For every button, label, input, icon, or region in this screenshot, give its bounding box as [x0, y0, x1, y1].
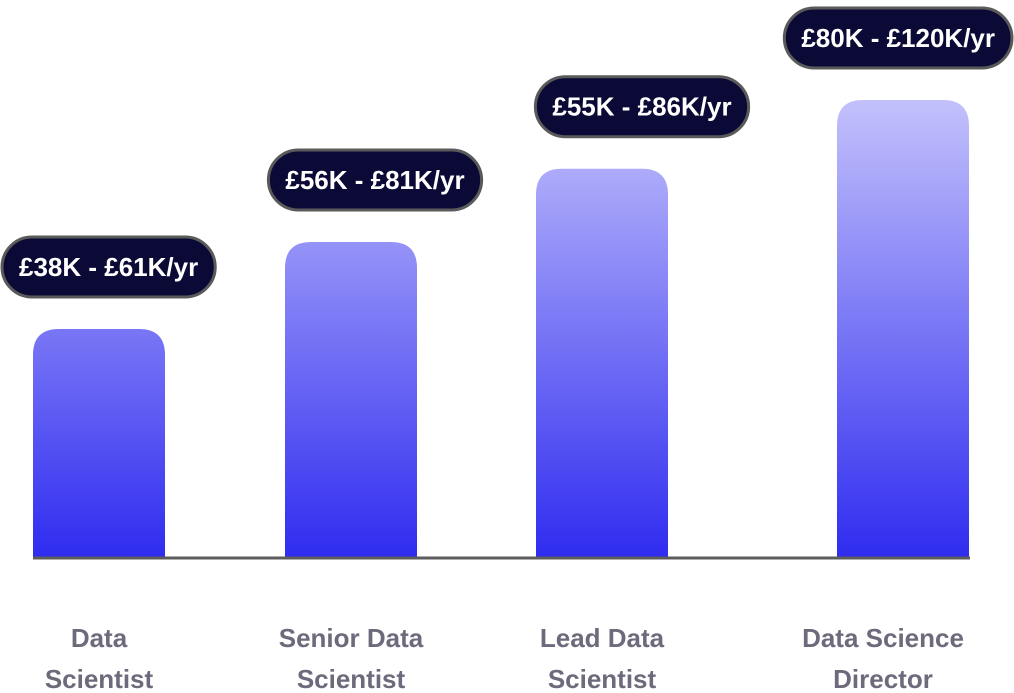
range-label-pill-3	[533, 75, 751, 139]
range-label-pill-1	[0, 235, 217, 299]
range-label-text-3: £55K - £86K/yr	[552, 92, 731, 122]
bar-3	[536, 168, 668, 558]
category-label-2-line-1: Senior Data	[279, 623, 424, 653]
bar-1	[33, 329, 165, 558]
category-label-1-line-1: Data	[71, 623, 128, 653]
category-label-4-line-1: Data Science	[802, 623, 964, 653]
category-label-4-line-2: Director	[833, 664, 933, 693]
category-label-3-line-1: Lead Data	[540, 623, 665, 653]
category-label-2-line-2: Scientist	[297, 664, 406, 693]
bar-4	[837, 100, 969, 558]
range-label-pill-4	[782, 6, 1014, 70]
bar-2	[285, 241, 417, 559]
category-label-1-line-2: Scientist	[45, 664, 154, 693]
bars-group	[33, 100, 969, 559]
range-label-text-1: £38K - £61K/yr	[19, 252, 198, 282]
range-label-text-4: £80K - £120K/yr	[801, 23, 995, 53]
category-labels-group: Data Scientist Senior Data Scientist Lead Da…	[45, 623, 964, 693]
category-label-3-line-2: Scientist	[548, 664, 657, 693]
range-label-pill-2	[266, 148, 484, 212]
range-labels-group: £38K - £61K/yr £56K - £81K/yr £55K - £86K/…	[0, 6, 1014, 299]
range-label-text-2: £56K - £81K/yr	[285, 165, 464, 195]
